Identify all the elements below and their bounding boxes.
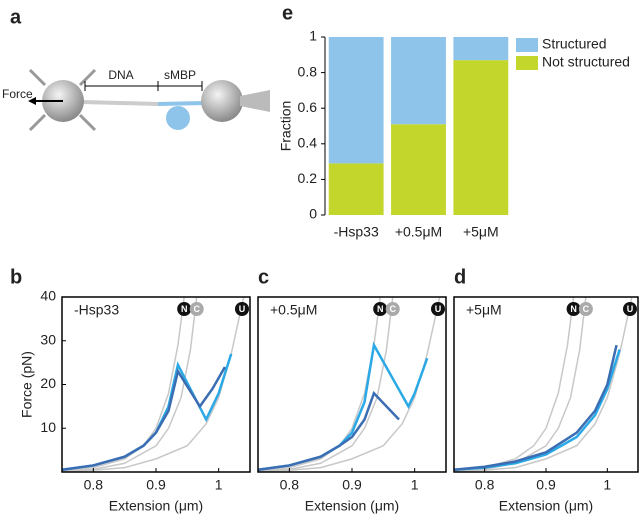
y-tick-label: 0 [309, 206, 317, 222]
model-curve [62, 297, 198, 472]
curve-badge [177, 302, 192, 316]
annotation: -Hsp33 [74, 302, 119, 318]
y-tick-label: 10 [40, 419, 56, 435]
annotation: +0.5μM [270, 302, 317, 318]
y-axis-label: Force (pN) [19, 351, 35, 418]
y-tick-label: 0.4 [298, 135, 318, 151]
y-tick-label: 0.8 [298, 63, 318, 79]
curve-label: U [239, 304, 246, 314]
panel-letter: b [10, 266, 22, 288]
plot-area [62, 297, 245, 472]
bead [201, 80, 243, 122]
model-curve [454, 297, 587, 472]
x-tick-label: 1 [411, 477, 419, 493]
bar-segment [391, 37, 446, 125]
x-tick-label: 0.9 [342, 477, 362, 493]
curve-label: N [570, 304, 577, 314]
x-tick-label: +5μM [463, 224, 499, 240]
y-tick-label: 20 [40, 375, 56, 391]
curve-badge [373, 302, 388, 316]
legend-swatch [516, 56, 538, 70]
curve-label: C [583, 304, 590, 314]
dna-label: DNA [108, 68, 133, 82]
x-tick-label: 0.9 [536, 477, 556, 493]
legend-label: Structured [542, 36, 607, 52]
bar-segment [453, 60, 509, 215]
x-tick-label: 1 [215, 477, 223, 493]
protein [166, 106, 190, 130]
x-axis-label: Extension (μm) [305, 498, 399, 514]
model-curve [62, 297, 185, 472]
trace [62, 353, 233, 472]
legend-swatch [516, 38, 538, 52]
bar-segment [328, 37, 384, 164]
curve-badge [385, 302, 400, 316]
x-tick-label: 0.8 [475, 477, 495, 493]
y-tick-label: 40 [40, 288, 56, 304]
panel-letter: d [454, 266, 466, 288]
axes-frame [453, 296, 639, 473]
smbp-label: sMBP [164, 68, 196, 82]
x-axis-label: Extension (μm) [109, 498, 203, 514]
trace [258, 390, 400, 472]
y-tick-label: 0.2 [298, 170, 318, 186]
panel-letter: a [10, 6, 22, 28]
x-tick-label: 0.8 [84, 477, 104, 493]
panel-letter: e [282, 2, 293, 24]
model-curve [62, 297, 245, 472]
diagram: a Force DNA sMBP [2, 6, 270, 132]
curve-label: N [377, 304, 384, 314]
curve-badge [235, 302, 249, 316]
bar-segment [328, 163, 384, 215]
x-axis-label: Extension (μm) [499, 498, 593, 514]
x-tick-label: +0.5μM [395, 224, 442, 240]
pipette [240, 90, 270, 112]
plot-area [258, 297, 441, 472]
curve-label: U [627, 304, 634, 314]
axes-frame [257, 296, 447, 473]
curve-badge [578, 302, 593, 316]
x-tick-label: 0.9 [146, 477, 166, 493]
model-curve [258, 297, 441, 472]
panel-letter: c [258, 266, 269, 288]
bar-segment [453, 37, 509, 61]
annotation: +5μM [466, 302, 502, 318]
y-tick-label: 30 [40, 331, 56, 347]
y-tick-label: 0.6 [298, 99, 318, 115]
x-tick-label: 1 [603, 477, 611, 493]
x-tick-label: 0.8 [280, 477, 300, 493]
curve-badge [189, 302, 204, 316]
axes-frame [61, 296, 251, 473]
x-tick-label: -Hsp33 [334, 224, 379, 240]
curve-badge [566, 302, 581, 316]
curve-label: C [389, 304, 396, 314]
curve-badge [431, 302, 445, 316]
curve-label: C [193, 304, 200, 314]
model-curve [258, 297, 381, 472]
curve-badge [623, 302, 637, 316]
curve-label: U [435, 304, 442, 314]
curve-label: N [181, 304, 188, 314]
trace [62, 366, 227, 472]
bar-segment [391, 124, 446, 215]
force-label: Force [2, 87, 33, 101]
y-tick-label: 1 [309, 28, 317, 44]
y-axis-label: Fraction [278, 101, 294, 152]
trace [454, 344, 618, 472]
model-curve [454, 297, 633, 472]
plot-area [454, 297, 633, 472]
model-curve [258, 297, 394, 472]
legend-label: Not structured [542, 54, 630, 70]
